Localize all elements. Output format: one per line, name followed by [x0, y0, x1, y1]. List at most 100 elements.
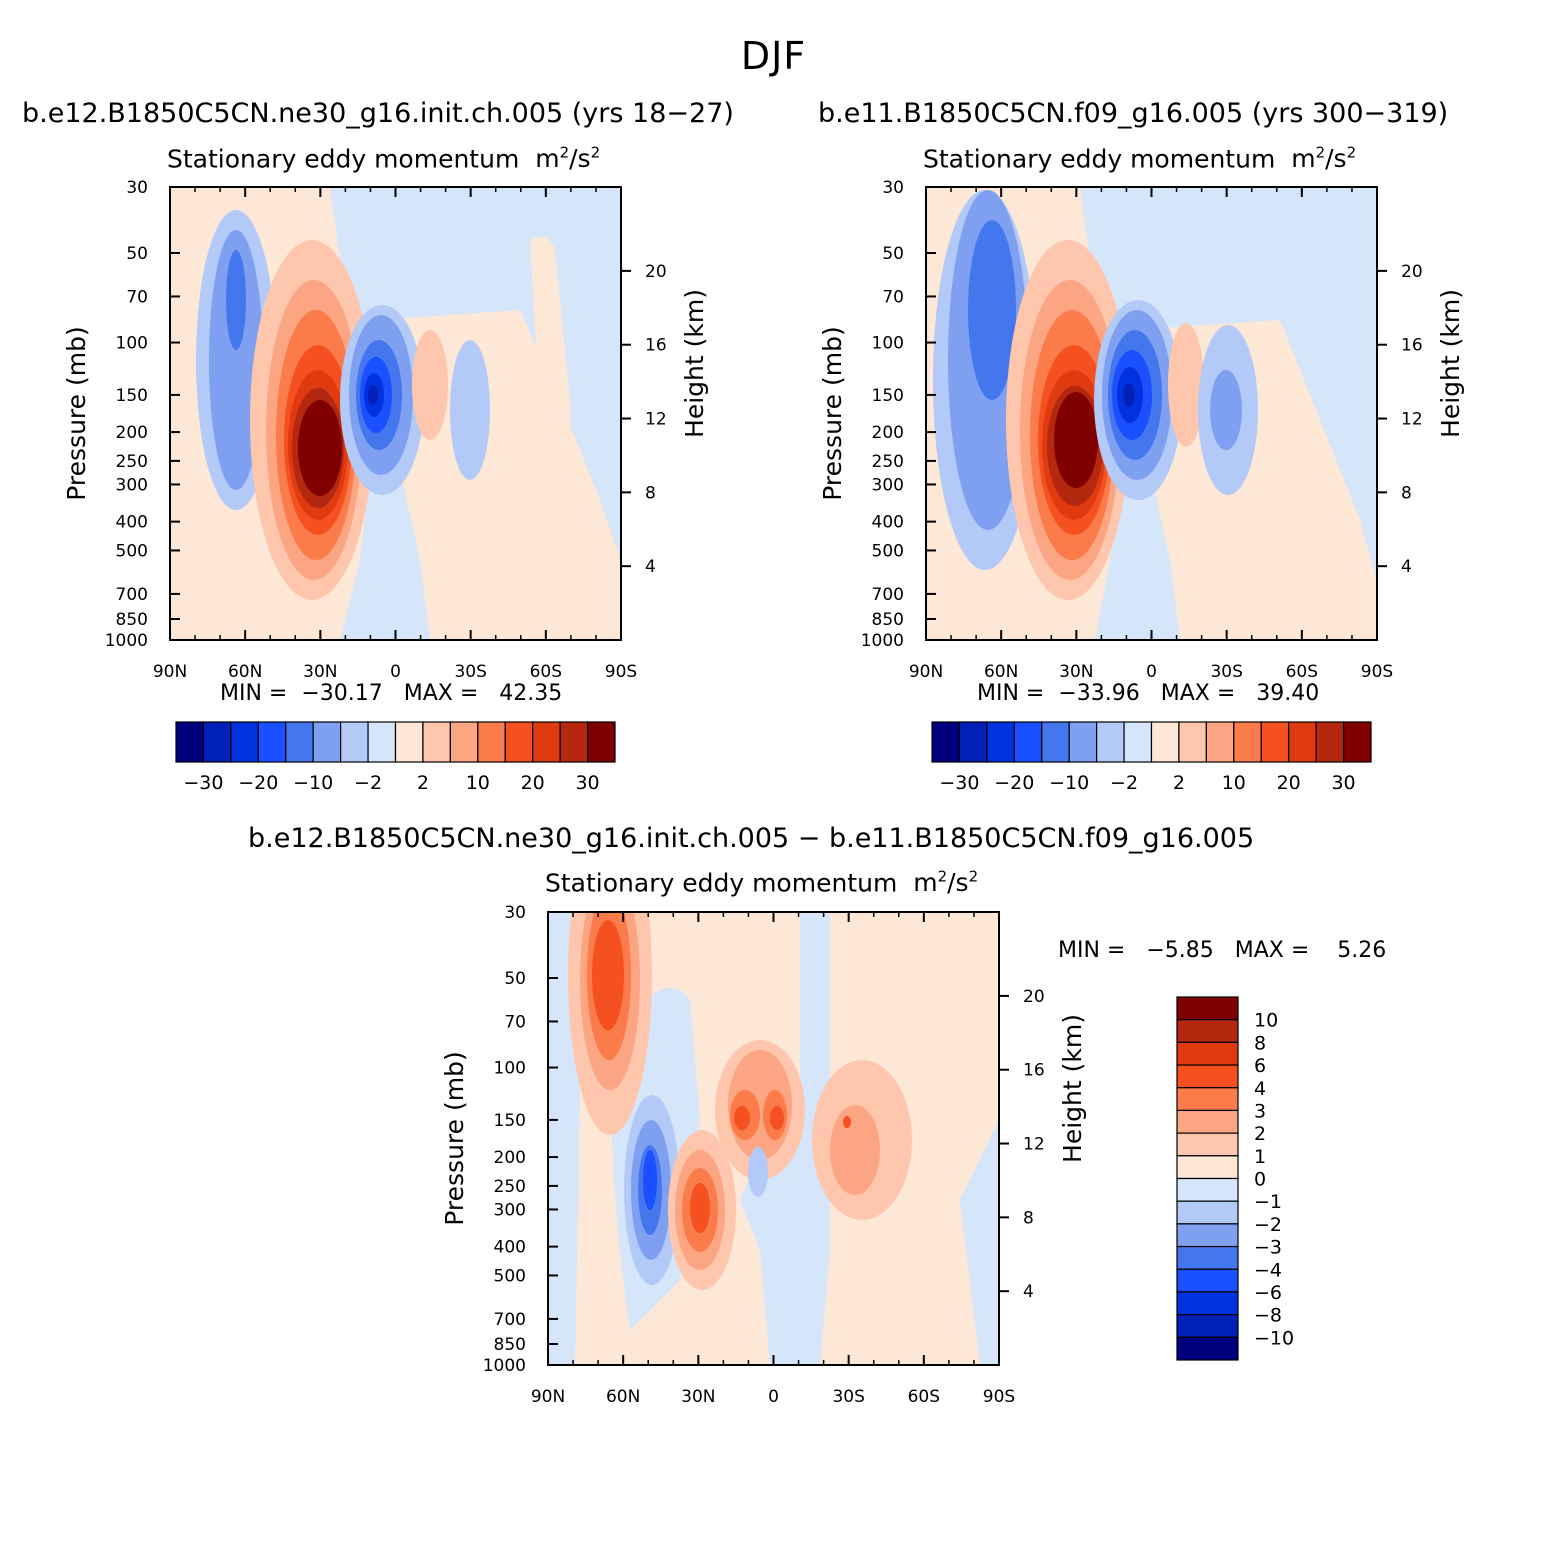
y-tick-label: 50: [882, 244, 904, 264]
colorbar-label: −30: [939, 772, 979, 794]
colorbar-cell: [1176, 1291, 1239, 1316]
y-tick-label: 850: [872, 610, 904, 630]
colorbar-label: 10: [466, 772, 490, 794]
colorbar-label: 20: [521, 772, 545, 794]
colorbar-label: −6: [1254, 1282, 1282, 1304]
y2-tick-label: 16: [1023, 1061, 1045, 1081]
panel-2-units: m2/s2: [1291, 144, 1357, 174]
panel-3-title: b.e12.B1850C5CN.ne30_g16.init.ch.005 − b…: [248, 823, 1255, 854]
y-axis-label: Pressure (mb): [62, 326, 91, 500]
x-tick-label: 0: [768, 1387, 779, 1407]
colorbar-cell: [1123, 721, 1153, 763]
colorbar-cell: [257, 721, 287, 763]
y-tick-label: 1000: [105, 631, 148, 651]
x-tick-label: 60S: [1286, 662, 1318, 682]
panel-3-contour-plot: [548, 912, 999, 1365]
colorbar-cell: [1068, 721, 1098, 763]
panel-2-contour-plot: [926, 187, 1377, 640]
y-tick-label: 200: [872, 423, 904, 443]
x-tick-label: 90S: [605, 662, 637, 682]
colorbar-cell: [1176, 1268, 1239, 1293]
y2-tick-label: 8: [1023, 1208, 1034, 1228]
x-tick-label: 30S: [454, 662, 486, 682]
colorbar-label: 4: [1254, 1078, 1266, 1100]
units-text: m: [913, 868, 938, 898]
colorbar-cell: [532, 721, 561, 763]
y2-tick-label: 4: [645, 557, 656, 577]
colorbar-label: 0: [1254, 1169, 1266, 1191]
colorbar-label: −2: [354, 772, 382, 794]
colorbar-cell: [422, 721, 451, 763]
y-tick-label: 150: [116, 386, 148, 406]
colorbar-cell: [230, 721, 259, 763]
colorbar-cell: [1176, 1109, 1239, 1134]
x-tick-label: 30N: [681, 1387, 715, 1407]
y2-axis-label: Height (km): [1436, 289, 1465, 438]
y2-tick-label: 20: [645, 262, 667, 282]
colorbar-label: −1: [1254, 1191, 1282, 1213]
colorbar-cell: [1205, 721, 1235, 763]
panel-3-subtitle: Stationary eddy momentum m2/s2: [545, 868, 978, 897]
y-tick-label: 400: [494, 1238, 526, 1258]
x-tick-label: 30N: [303, 662, 337, 682]
y-tick-label: 700: [494, 1310, 526, 1330]
colorbar-cell: [958, 721, 988, 763]
y-axis-label: Pressure (mb): [818, 326, 847, 500]
colorbar-label: 2: [1254, 1123, 1266, 1145]
colorbar-label: −20: [238, 772, 278, 794]
y-tick-label: 500: [494, 1266, 526, 1286]
colorbar-cell: [1176, 1132, 1239, 1157]
colorbar-cell: [449, 721, 479, 763]
colorbar-label: −30: [183, 772, 223, 794]
panel-3-subtitle-text: Stationary eddy momentum: [545, 868, 898, 898]
y2-tick-label: 8: [1401, 483, 1412, 503]
colorbar-label: 20: [1277, 772, 1301, 794]
panel-1-contour-plot: [170, 187, 621, 640]
x-tick-label: 30S: [1210, 662, 1242, 682]
colorbar-label: −10: [1049, 772, 1089, 794]
colorbar-label: 2: [1173, 772, 1185, 794]
x-tick-label: 90N: [153, 662, 187, 682]
x-tick-label: 30N: [1059, 662, 1093, 682]
panel-1-subtitle-text: Stationary eddy momentum: [167, 144, 520, 174]
colorbar-label: 10: [1222, 772, 1246, 794]
y2-tick-label: 20: [1401, 262, 1423, 282]
colorbar-cell: [477, 721, 506, 763]
y2-tick-label: 4: [1023, 1282, 1034, 1302]
colorbar-cell: [1176, 1200, 1239, 1225]
colorbar-cell: [1150, 721, 1180, 763]
y-tick-label: 250: [872, 452, 904, 472]
y-tick-label: 50: [504, 969, 526, 989]
y2-tick-label: 16: [1401, 336, 1423, 356]
colorbar-cell: [367, 721, 397, 763]
y-tick-label: 700: [872, 585, 904, 605]
y-tick-label: 30: [126, 178, 148, 198]
y-tick-label: 200: [494, 1148, 526, 1168]
colorbar-cell: [1176, 1223, 1239, 1248]
panel-2-title: b.e11.B1850C5CN.f09_g16.005 (yrs 300−319…: [818, 98, 1449, 129]
panel-2-axes: 90N 60N 30N 0 30S 60S 90S 30 50 70 100 150 200 250 300…: [818, 178, 1465, 682]
y-tick-label: 50: [126, 244, 148, 264]
y-tick-label: 200: [116, 423, 148, 443]
x-tick-label: 90S: [983, 1387, 1015, 1407]
panel-2-colorbar: −30 −20 −10 −2 2 10 20 30: [931, 721, 1372, 794]
x-tick-label: 90S: [1361, 662, 1393, 682]
colorbar-cell: [1176, 996, 1239, 1021]
y2-tick-label: 4: [1401, 557, 1412, 577]
x-tick-label: 60N: [228, 662, 262, 682]
panel-1-subtitle: Stationary eddy momentum m2/s2: [167, 144, 600, 173]
y-tick-label: 70: [126, 287, 148, 307]
x-tick-label: 60S: [530, 662, 562, 682]
y-tick-label: 30: [882, 178, 904, 198]
panel-3-axes: 90N 60N 30N 0 30S 60S 90S 30 50 70 100 150 200 250 300…: [440, 903, 1087, 1407]
panel-1-axes: 90N 60N 30N 0 30S 60S 90S 30 50 70 100 150 200 250 300…: [62, 178, 709, 682]
y2-axis-label: Height (km): [680, 289, 709, 438]
colorbar-cell: [1176, 1177, 1239, 1202]
y-tick-label: 850: [116, 610, 148, 630]
x-tick-label: 90N: [909, 662, 943, 682]
y2-tick-label: 12: [1023, 1135, 1045, 1155]
y-tick-label: 1000: [483, 1356, 526, 1376]
units-text: m: [1291, 144, 1316, 174]
